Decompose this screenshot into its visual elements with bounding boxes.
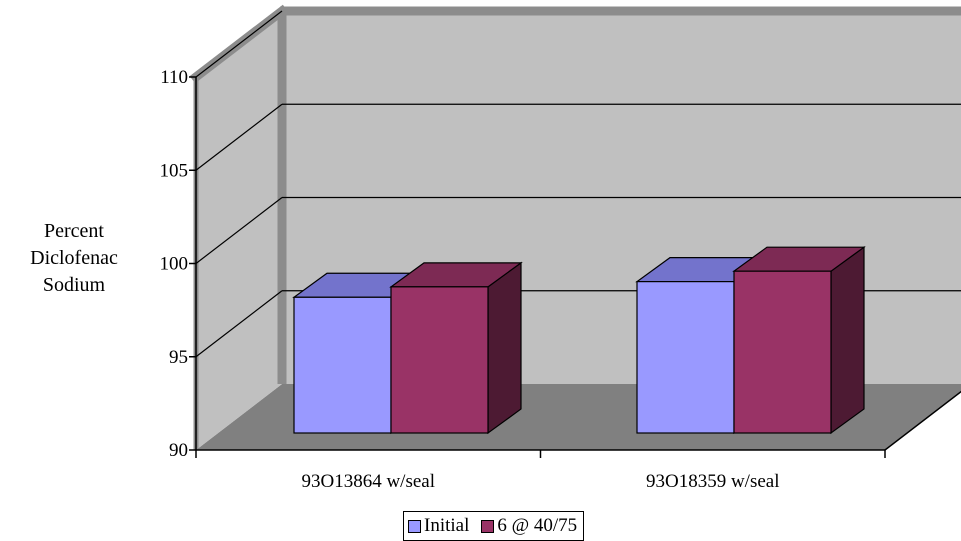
legend-swatch-6-at-40-75 [481,519,495,533]
y-tick-label-95: 95 [169,347,188,368]
y-axis-label-line-1: Percent [44,220,104,242]
bar-1-1-front [293,296,392,434]
legend-label-6-at-40-75: 6 @ 40/75 [497,515,578,536]
y-tick-labels: 90 95 100 105 110 [160,67,189,461]
y-axis-label-line-3: Sodium [42,274,106,296]
legend-label-initial: Initial [424,515,470,536]
gridline-side-105 [195,103,283,171]
y-axis-label: Percent Diclofenac Sodium [10,218,138,299]
gridline-side-95 [195,290,283,358]
gridlines [195,10,961,358]
y-axis-label-line-2: Diclofenac [30,247,118,269]
gridline-side-110 [195,10,283,78]
legend: Initial 6 @ 40/75 [403,511,585,541]
x-category-labels: 93O13864 w/seal 93O18359 w/seal [301,471,779,492]
x-category-label-1: 93O13864 w/seal [301,471,435,492]
gridline-side-100 [195,197,283,264]
axes [189,76,961,458]
bar-1-2-front [390,286,489,434]
bar-2-2 [732,246,866,435]
y-tick-label-110: 110 [160,67,188,88]
bar-2-1-front [636,281,735,434]
bar-2-2-front [733,270,832,434]
legend-item-6-at-40-75: 6 @ 40/75 [481,515,577,537]
legend-swatch-initial [408,519,421,533]
legend-item-initial: Initial [408,515,469,537]
bars [292,246,866,435]
bar-1-2 [389,261,523,435]
y-tick-label-90: 90 [169,440,188,461]
bar-2-2-side [830,246,865,435]
floor-right-edge [884,390,961,451]
bar-1-2-side [487,261,522,435]
x-category-label-2: 93O18359 w/seal [646,471,780,492]
y-tick-label-100: 100 [160,254,189,275]
y-tick-label-105: 105 [160,160,189,181]
